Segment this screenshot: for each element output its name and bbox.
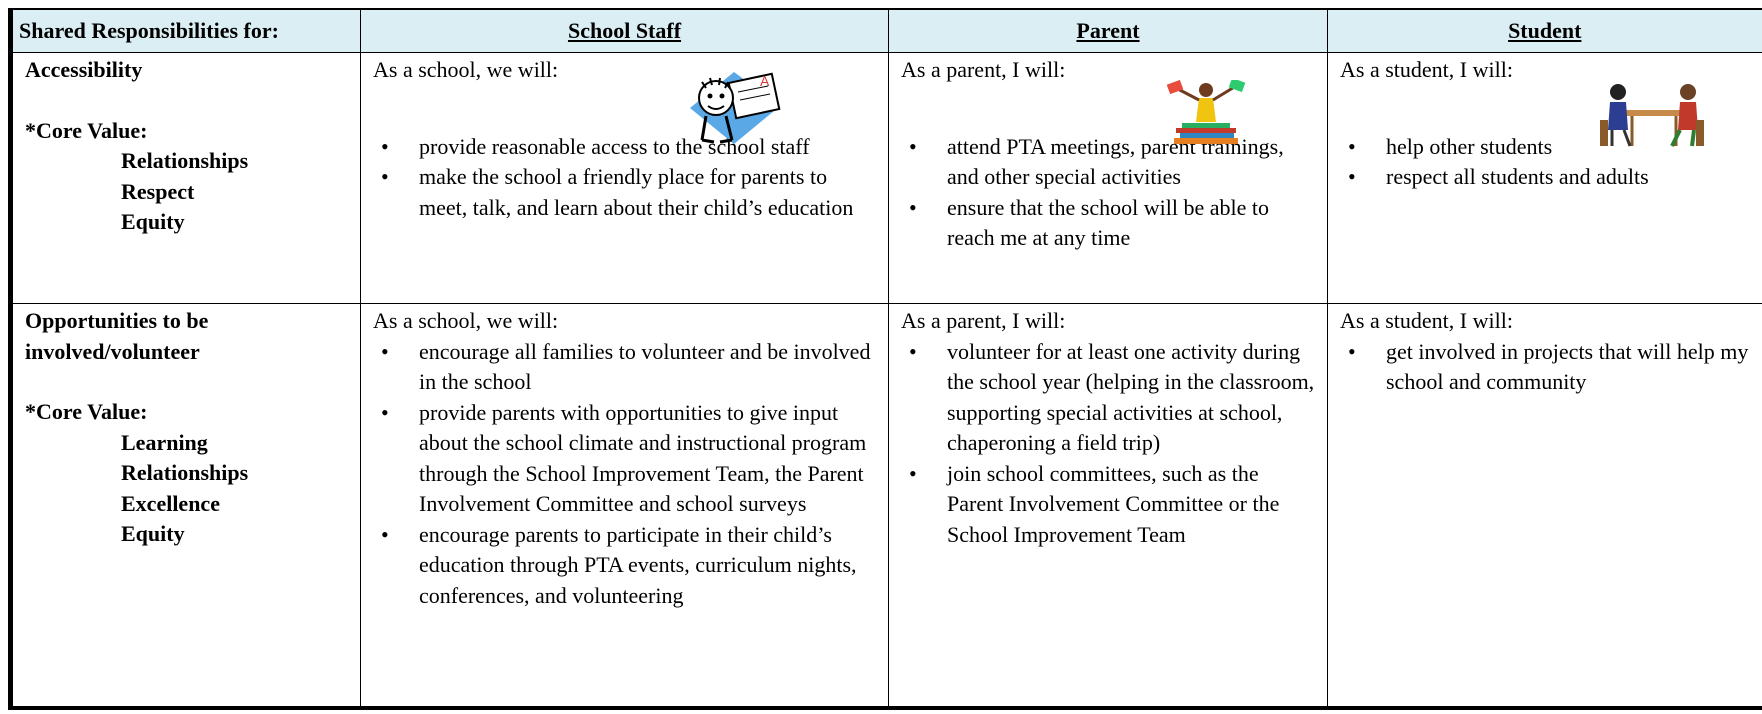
- core-value-label: *Core Value:: [25, 117, 148, 143]
- cell-intro: As a parent, I will:: [901, 308, 1066, 333]
- bullet-item: volunteer for at least one activity duri…: [901, 337, 1319, 459]
- student-icon: [1600, 84, 1704, 147]
- parent-icon: [1166, 80, 1246, 144]
- bullet-item: make the school a friendly place for par…: [373, 162, 880, 223]
- header-text: Parent: [1076, 17, 1140, 43]
- responsibility-cell: As a school, we will: encourage all famil…: [360, 303, 889, 709]
- table-row: Accessibility *Core Value: Relationships Re…: [10, 52, 1762, 304]
- bullet-list: volunteer for at least one activity duri…: [901, 337, 1319, 551]
- row-label-cell: Accessibility *Core Value: Relationships Re…: [10, 52, 361, 304]
- responsibility-cell: As a student, I will: help other students…: [1327, 52, 1762, 304]
- bullet-item: respect all students and adults: [1340, 162, 1754, 193]
- core-value: Relationships: [121, 460, 249, 485]
- cell-intro: As a student, I will:: [1340, 308, 1513, 333]
- core-value-label: *Core Value:: [25, 399, 148, 424]
- core-value: Equity: [121, 521, 185, 546]
- header-cell: Student: [1327, 8, 1762, 53]
- cell-intro: As a school, we will:: [373, 57, 559, 82]
- row-label: Accessibility: [25, 57, 143, 82]
- header-text: Student: [1508, 17, 1582, 43]
- responsibility-cell: As a school, we will: provide reasonable …: [360, 52, 889, 304]
- header-cell: School Staff: [360, 8, 889, 53]
- core-value: Learning: [121, 429, 208, 455]
- header-cell: Parent: [888, 8, 1328, 53]
- school-icon: A: [690, 72, 781, 144]
- responsibility-cell: As a parent, I will: attend PTA meetings,…: [888, 52, 1328, 304]
- bullet-list: provide reasonable access to the school …: [373, 132, 880, 224]
- bullet-item: encourage parents to participate in thei…: [373, 520, 880, 612]
- responsibility-table: Shared Responsibilities for: School Staff…: [8, 8, 1762, 710]
- header-row: Shared Responsibilities for: School Staff…: [10, 8, 1762, 53]
- core-value: Respect: [121, 178, 195, 204]
- row-label: Opportunities to be involved/volunteer: [25, 308, 209, 364]
- bullet-item: ensure that the school will be able to r…: [901, 193, 1319, 254]
- svg-text:A: A: [760, 73, 770, 89]
- bullet-list: attend PTA meetings, parent trainings, a…: [901, 132, 1319, 254]
- bullet-item: encourage all families to volunteer and …: [373, 337, 880, 398]
- responsibility-cell: As a student, I will: get involved in pro…: [1327, 303, 1762, 709]
- core-value: Equity: [121, 209, 185, 234]
- table-row: Opportunities to be involved/volunteer *C…: [10, 303, 1762, 709]
- table-body: Accessibility *Core Value: Relationships Re…: [10, 52, 1762, 709]
- cell-intro: As a student, I will:: [1340, 57, 1513, 82]
- bullet-item: attend PTA meetings, parent trainings, a…: [901, 132, 1319, 193]
- core-value: Excellence: [121, 490, 220, 516]
- cell-intro: As a school, we will:: [373, 308, 559, 333]
- bullet-list: get involved in projects that will help …: [1340, 337, 1754, 398]
- cell-intro: As a parent, I will:: [901, 57, 1066, 82]
- bullet-item: provide reasonable access to the school …: [373, 132, 880, 163]
- bullet-item: join school committees, such as the Pare…: [901, 459, 1319, 551]
- bullet-list: encourage all families to volunteer and …: [373, 337, 880, 612]
- row-label-cell: Opportunities to be involved/volunteer *C…: [10, 303, 361, 709]
- bullet-item: provide parents with opportunities to gi…: [373, 398, 880, 520]
- bullet-item: get involved in projects that will help …: [1340, 337, 1754, 398]
- responsibility-cell: As a parent, I will: volunteer for at lea…: [888, 303, 1328, 709]
- core-value: Relationships: [121, 148, 249, 173]
- bullet-list: help other studentsrespect all students …: [1340, 132, 1754, 193]
- header-text: School Staff: [567, 17, 682, 43]
- bullet-item: help other students: [1340, 132, 1754, 163]
- header-cell: Shared Responsibilities for:: [10, 8, 361, 53]
